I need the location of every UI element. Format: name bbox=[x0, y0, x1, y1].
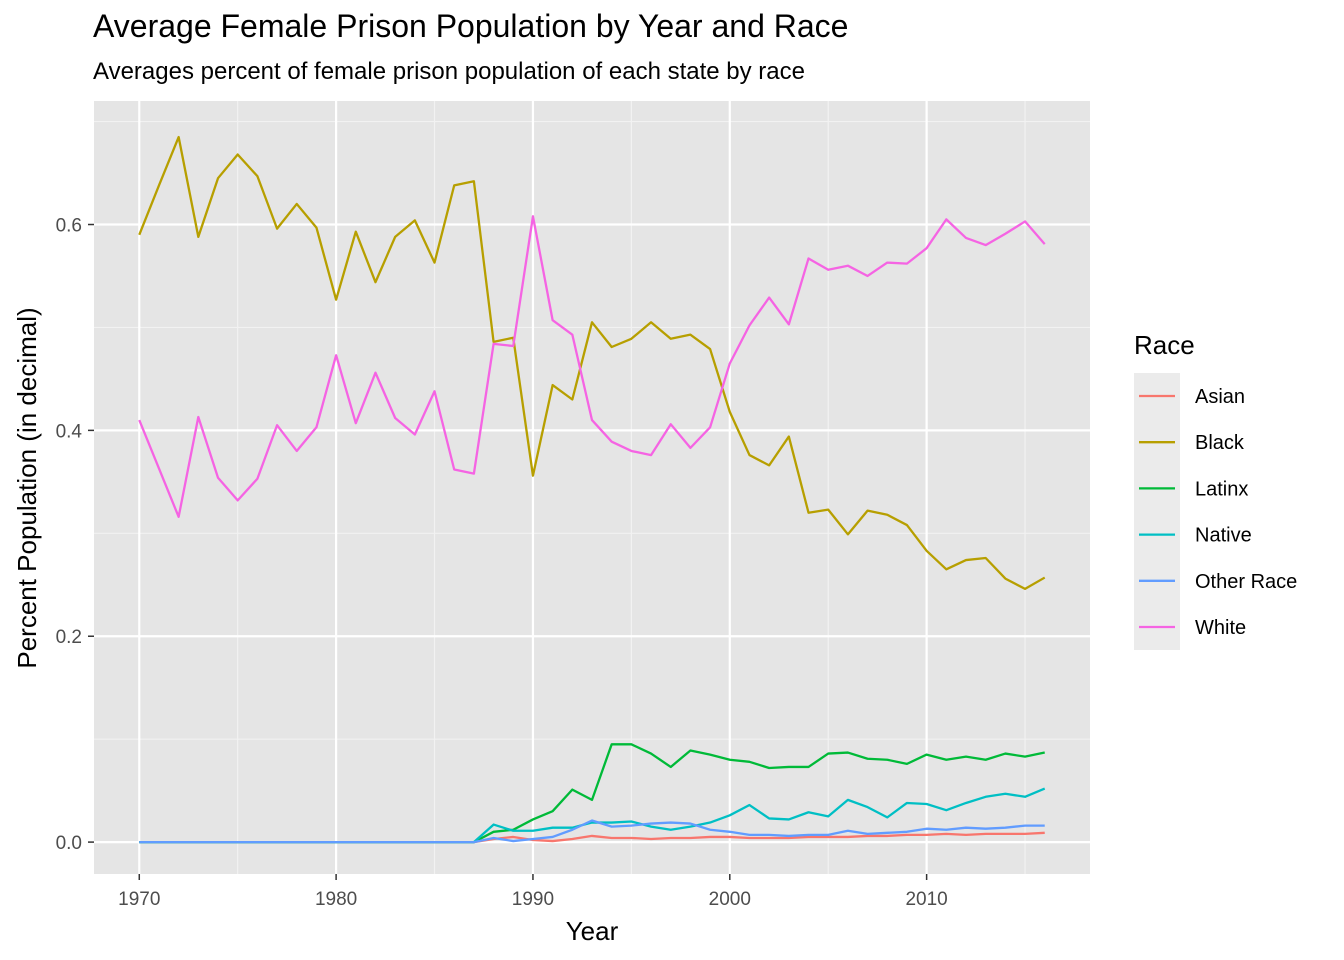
legend-label-native: Native bbox=[1195, 525, 1252, 547]
plot-panel bbox=[94, 101, 1090, 874]
series-line-white bbox=[138, 215, 1046, 518]
y-tick-label: 0.4 bbox=[56, 421, 83, 442]
x-axis-label: Year bbox=[566, 916, 619, 946]
y-tick-label: 0.2 bbox=[56, 627, 82, 648]
legend-key-background bbox=[1134, 373, 1180, 650]
legend-item-latinx: Latinx bbox=[1139, 478, 1248, 500]
x-tick-label: 1980 bbox=[315, 889, 357, 910]
legend-item-other-race: Other Race bbox=[1139, 571, 1297, 593]
legend-label-black: Black bbox=[1195, 432, 1245, 454]
legend-label-white: White bbox=[1195, 617, 1246, 639]
x-tick-label: 2010 bbox=[905, 889, 947, 910]
y-tick-label: 0.0 bbox=[56, 833, 82, 854]
y-axis-label: Percent Population (in decimal) bbox=[12, 307, 42, 668]
legend-label-latinx: Latinx bbox=[1195, 478, 1248, 500]
legend-item-black: Black bbox=[1139, 432, 1245, 454]
legend-item-asian: Asian bbox=[1139, 386, 1245, 408]
legend-label-other-race: Other Race bbox=[1195, 571, 1297, 593]
y-axis: 0.0 0.2 0.4 0.6 bbox=[56, 216, 94, 854]
legend-title: Race bbox=[1134, 330, 1195, 360]
series-line-black bbox=[138, 135, 1046, 591]
minor-gridlines bbox=[94, 101, 1090, 874]
chart-title: Average Female Prison Population by Year… bbox=[93, 8, 849, 44]
chart-subtitle: Averages percent of female prison popula… bbox=[93, 58, 805, 85]
legend-item-white: White bbox=[1139, 617, 1246, 639]
series-lines bbox=[138, 135, 1046, 844]
x-axis: 1970 1980 1990 2000 2010 bbox=[118, 874, 948, 910]
x-tick-label: 1970 bbox=[118, 889, 160, 910]
y-tick-label: 0.6 bbox=[56, 216, 82, 237]
series-line-other-race bbox=[139, 819, 1045, 844]
legend: Race Asian Black Latinx Native Other Race Whi… bbox=[1134, 330, 1297, 650]
x-tick-label: 2000 bbox=[709, 889, 751, 910]
x-tick-label: 1990 bbox=[512, 889, 554, 910]
legend-item-native: Native bbox=[1139, 525, 1252, 547]
legend-label-asian: Asian bbox=[1195, 386, 1245, 408]
